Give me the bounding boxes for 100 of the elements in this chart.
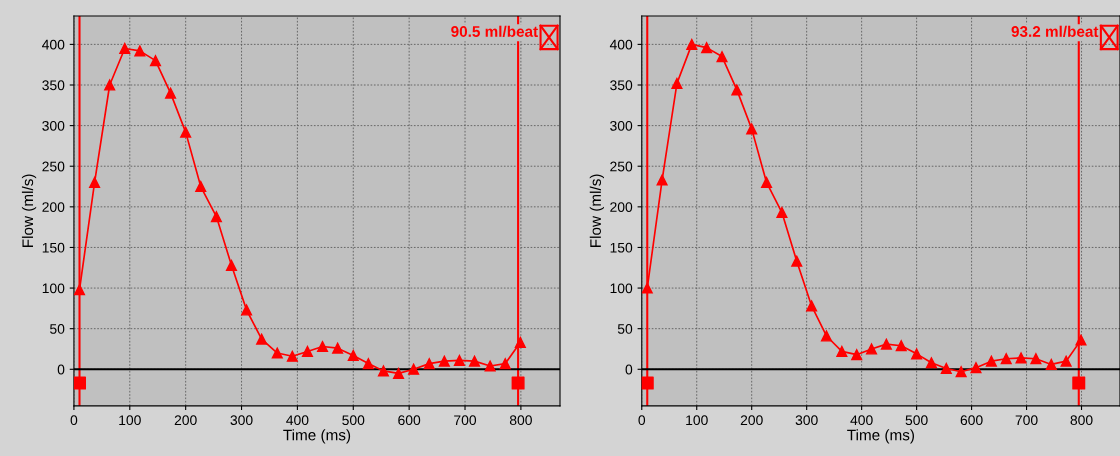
point <box>656 174 668 186</box>
point <box>836 345 848 357</box>
y-tick-label: 50 <box>50 324 65 334</box>
y-tick-label: 350 <box>610 80 633 91</box>
point <box>423 358 435 370</box>
point <box>89 176 101 189</box>
point <box>1075 334 1087 346</box>
point <box>970 362 982 374</box>
point <box>1000 353 1012 365</box>
point <box>1060 355 1072 367</box>
point <box>716 51 728 63</box>
x-tick-label: 300 <box>230 415 253 426</box>
x-tick-label: 600 <box>398 415 421 426</box>
point <box>453 354 465 366</box>
point <box>165 87 177 99</box>
y-tick-label: 150 <box>42 242 65 253</box>
y-tick-label: 50 <box>617 324 633 334</box>
y-axis-title: Flow (ml/s) <box>589 174 604 247</box>
point <box>241 304 253 316</box>
x-tick-label: 500 <box>342 415 365 426</box>
point <box>104 79 116 91</box>
point <box>225 259 238 271</box>
x-tick-label: 500 <box>905 415 928 426</box>
point <box>851 349 863 361</box>
point <box>438 355 450 367</box>
point <box>940 362 952 375</box>
y-tick-label: 100 <box>42 283 65 294</box>
point <box>316 340 329 353</box>
x-tick-label: 0 <box>638 415 646 426</box>
y-tick-label: 400 <box>609 39 633 50</box>
point <box>820 330 833 342</box>
point <box>286 350 298 362</box>
y-tick-label: 300 <box>42 120 65 131</box>
y-tick-label: 350 <box>42 80 65 91</box>
x-tick-label: 800 <box>1070 415 1093 426</box>
point <box>73 284 86 296</box>
x-tick-label: 600 <box>960 415 983 426</box>
point <box>895 340 907 352</box>
point <box>377 365 390 377</box>
y-tick-label: 150 <box>610 242 633 253</box>
point <box>256 333 268 345</box>
point <box>392 367 405 379</box>
y-tick-label: 0 <box>57 364 65 375</box>
point <box>911 348 923 360</box>
x-axis-title: Time (ms) <box>847 429 915 444</box>
point <box>149 55 162 67</box>
point <box>1045 358 1057 370</box>
point <box>746 123 758 135</box>
y-tick-label: 100 <box>610 283 633 294</box>
x-tick-label: 800 <box>509 415 532 426</box>
x-tick-label: 200 <box>740 415 763 426</box>
x-tick-label: 100 <box>119 415 141 426</box>
x-tick-label: 400 <box>286 415 309 426</box>
point <box>701 42 713 54</box>
annotation: 93.2 ml/beat <box>1011 25 1099 38</box>
point <box>210 211 222 223</box>
point <box>671 77 683 89</box>
point <box>1015 352 1027 364</box>
point <box>776 206 788 219</box>
x-tick-label: 700 <box>1015 415 1038 426</box>
y-tick-label: 250 <box>42 161 65 172</box>
y-axis-title: Flow (ml/s) <box>21 174 37 247</box>
point <box>119 42 131 55</box>
x-tick-label: 700 <box>454 415 477 426</box>
x-tick-label: 400 <box>850 415 873 426</box>
point <box>865 343 878 355</box>
point <box>511 376 525 390</box>
point <box>731 84 743 96</box>
point <box>514 336 526 349</box>
point <box>332 342 344 354</box>
point <box>301 345 314 357</box>
y-tick-label: 200 <box>42 202 65 213</box>
x-tick-label: 0 <box>70 415 78 426</box>
point <box>362 358 374 370</box>
y-tick-label: 400 <box>42 39 65 50</box>
point <box>468 355 481 367</box>
point <box>791 255 803 267</box>
point <box>134 45 146 57</box>
point <box>925 357 938 369</box>
y-tick-label: 250 <box>610 161 633 172</box>
point <box>499 358 511 370</box>
annotation: 90.5 ml/beat <box>451 25 538 38</box>
point <box>760 176 773 189</box>
point <box>180 126 192 138</box>
point <box>347 349 359 362</box>
point <box>880 338 892 350</box>
point <box>408 363 420 375</box>
point <box>686 38 698 50</box>
x-tick-label: 100 <box>686 415 708 426</box>
point <box>73 376 87 390</box>
point <box>1030 353 1042 365</box>
x-tick-label: 200 <box>174 415 197 426</box>
point <box>641 376 654 390</box>
point <box>806 300 818 312</box>
point <box>955 366 967 378</box>
y-tick-label: 0 <box>625 364 633 375</box>
point <box>641 282 653 294</box>
point <box>271 347 283 359</box>
x-axis-title: Time (ms) <box>283 429 351 444</box>
point <box>195 180 207 193</box>
